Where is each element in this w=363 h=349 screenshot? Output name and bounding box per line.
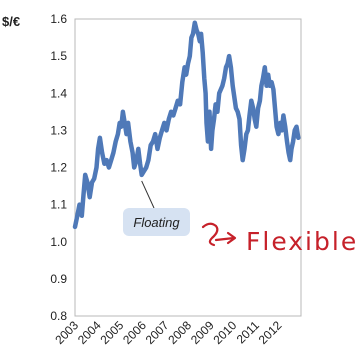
annotation-box	[123, 208, 190, 236]
y-axis-label: $/€	[2, 14, 20, 29]
annotation-label: Floating	[133, 215, 180, 230]
x-tick-label: 2011	[234, 318, 262, 346]
y-tick-label: 1.0	[50, 235, 67, 249]
handwritten-note: Flexible	[246, 227, 358, 256]
y-tick-label: 1.2	[50, 161, 67, 175]
y-tick-label: 1.3	[50, 123, 67, 137]
y-tick-label: 1.6	[50, 12, 67, 26]
x-tick-label: 2008	[165, 318, 194, 347]
handwritten-arrow-icon	[201, 222, 237, 247]
series-line	[72, 20, 301, 230]
y-tick-label: 1.5	[50, 49, 67, 63]
y-tick-labels: 1.6 1.5 1.4 1.3 1.2 1.1 1.0 0.9 0.8	[50, 12, 67, 323]
y-tick-label: 0.8	[50, 309, 67, 323]
x-tick-label: 2009	[188, 318, 217, 347]
x-tick-label: 2012	[256, 318, 285, 347]
annotation-leader-line	[141, 180, 155, 209]
y-tick-label: 1.4	[50, 86, 67, 100]
plot-frame	[74, 18, 302, 317]
x-tick-label: 2006	[120, 318, 149, 347]
x-tick-label: 2007	[143, 318, 172, 347]
y-tick-label: 0.9	[50, 272, 67, 286]
y-tick-label: 1.1	[50, 198, 67, 212]
x-tick-label: 2004	[75, 318, 104, 347]
x-tick-label: 2010	[211, 318, 240, 347]
x-tick-label: 2005	[98, 318, 127, 347]
